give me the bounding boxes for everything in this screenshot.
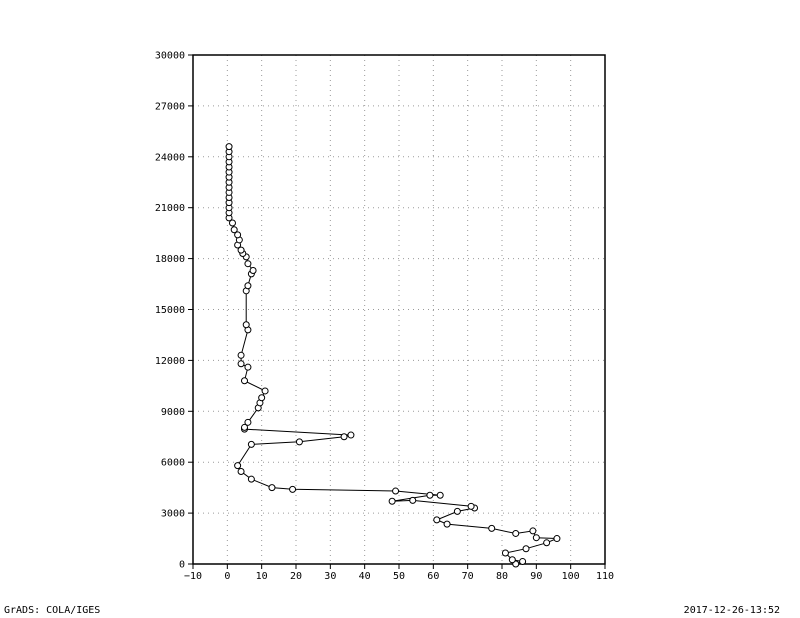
data-point xyxy=(519,557,527,565)
data-point xyxy=(508,556,516,564)
data-point xyxy=(237,360,245,368)
data-point xyxy=(244,260,252,268)
footer-right-timestamp: 2017-12-26-13:52 xyxy=(683,605,780,616)
data-point xyxy=(532,534,540,542)
y-tick-label: 30000 xyxy=(155,51,185,62)
y-tick-label: 6000 xyxy=(161,458,185,469)
data-point xyxy=(234,231,242,239)
data-point xyxy=(241,377,248,385)
data-point xyxy=(488,524,496,532)
x-tick-label: 70 xyxy=(462,571,474,582)
data-point xyxy=(433,516,441,524)
data-point xyxy=(392,487,400,495)
y-tick-label: 24000 xyxy=(155,152,185,163)
series-points xyxy=(225,143,561,568)
data-point xyxy=(443,520,451,528)
y-tick-label: 0 xyxy=(179,560,185,571)
x-tick-label: 60 xyxy=(427,571,439,582)
y-tick-label: 27000 xyxy=(155,101,185,112)
footer-left-label: GrADS: COLA/IGES xyxy=(4,605,101,616)
data-point xyxy=(247,440,255,448)
data-point xyxy=(247,475,255,483)
data-point xyxy=(237,468,245,476)
data-point xyxy=(261,387,269,395)
data-point xyxy=(237,351,245,359)
data-point xyxy=(522,545,530,553)
data-point xyxy=(467,502,475,510)
axis-ticks: −10 0 10 20 30 40 50 60 70 80 90 100 110030006000900… xyxy=(155,51,614,583)
data-point xyxy=(388,497,396,505)
data-point xyxy=(244,282,252,290)
x-tick-label: 90 xyxy=(530,571,542,582)
data-point xyxy=(295,438,303,446)
data-point xyxy=(289,485,297,493)
data-point xyxy=(453,507,461,515)
data-point xyxy=(529,527,537,535)
data-point xyxy=(268,484,276,492)
x-tick-label: 110 xyxy=(596,571,614,582)
x-tick-label: 50 xyxy=(393,571,405,582)
data-point xyxy=(409,496,417,504)
data-point xyxy=(426,491,434,499)
data-point xyxy=(340,433,348,441)
x-tick-label: 100 xyxy=(562,571,580,582)
data-point xyxy=(436,491,444,499)
x-tick-label: 30 xyxy=(324,571,336,582)
data-point xyxy=(258,394,266,402)
y-tick-label: 18000 xyxy=(155,254,185,265)
data-point xyxy=(244,363,252,371)
data-point xyxy=(244,418,252,426)
y-tick-label: 9000 xyxy=(161,407,185,418)
y-tick-label: 3000 xyxy=(161,509,185,520)
y-tick-label: 12000 xyxy=(155,356,185,367)
grid xyxy=(193,55,605,564)
data-point xyxy=(347,431,355,439)
data-point xyxy=(225,143,233,151)
data-point xyxy=(237,246,245,254)
x-tick-label: 20 xyxy=(290,571,302,582)
data-point xyxy=(553,535,561,543)
x-tick-label: −10 xyxy=(184,571,202,582)
x-tick-label: 10 xyxy=(256,571,268,582)
x-tick-label: 80 xyxy=(496,571,508,582)
data-point xyxy=(501,549,509,557)
data-point xyxy=(543,539,551,547)
data-point xyxy=(249,266,257,274)
y-tick-label: 15000 xyxy=(155,305,185,316)
data-point xyxy=(230,226,238,234)
data-point xyxy=(234,462,242,470)
data-point xyxy=(228,219,236,227)
data-point xyxy=(512,529,520,537)
x-tick-label: 0 xyxy=(224,571,230,582)
data-point xyxy=(241,423,248,431)
y-tick-label: 21000 xyxy=(155,203,185,214)
data-point xyxy=(242,321,250,329)
x-tick-label: 40 xyxy=(359,571,371,582)
